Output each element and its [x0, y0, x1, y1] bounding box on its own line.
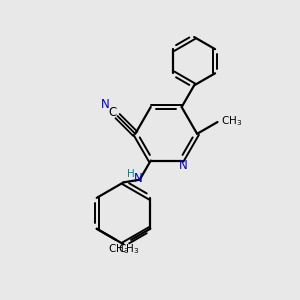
Text: N: N — [101, 98, 110, 111]
Text: CH$_3$: CH$_3$ — [118, 242, 140, 256]
Text: C: C — [108, 106, 116, 119]
Text: CH$_3$: CH$_3$ — [108, 242, 129, 256]
Text: N: N — [179, 159, 188, 172]
Text: CH$_3$: CH$_3$ — [221, 115, 242, 128]
Text: N: N — [134, 172, 142, 185]
Text: H: H — [127, 169, 135, 179]
